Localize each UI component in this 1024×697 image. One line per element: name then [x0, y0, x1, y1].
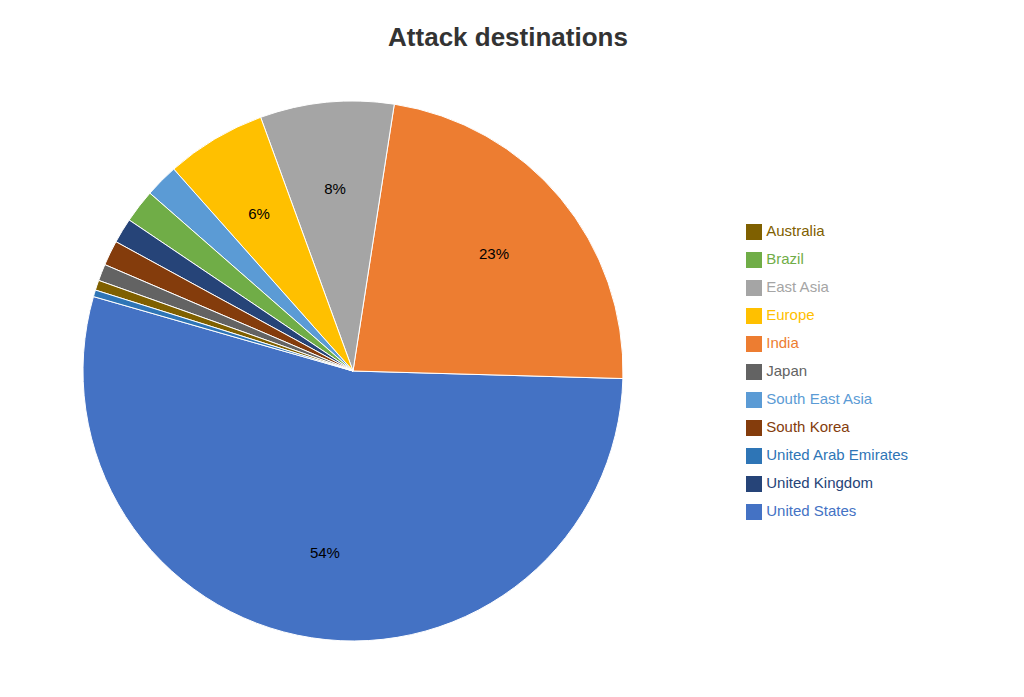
- svg-text:23%: 23%: [479, 245, 509, 262]
- html-text:India: India: [766, 334, 799, 351]
- html-text:South East Asia: South East Asia: [766, 390, 873, 407]
- svg-text:8%: 8%: [324, 180, 346, 197]
- html-text:Attack destinations: Attack destinations: [388, 22, 628, 52]
- html-text:Japan: Japan: [766, 362, 808, 379]
- html-text:United States: United States: [766, 502, 857, 519]
- html-text:United Arab Emirates: United Arab Emirates: [766, 446, 908, 463]
- svg-text:54%: 54%: [310, 544, 340, 561]
- html-text:United Kingdom: United Kingdom: [766, 474, 873, 491]
- html-text:East Asia: East Asia: [766, 278, 829, 295]
- html-text:South Korea: South Korea: [766, 418, 850, 435]
- svg-text:6%: 6%: [248, 205, 270, 222]
- html-text:Australia: Australia: [766, 222, 825, 239]
- html-text:Europe: Europe: [766, 306, 815, 323]
- html-text:Brazil: Brazil: [766, 250, 804, 267]
